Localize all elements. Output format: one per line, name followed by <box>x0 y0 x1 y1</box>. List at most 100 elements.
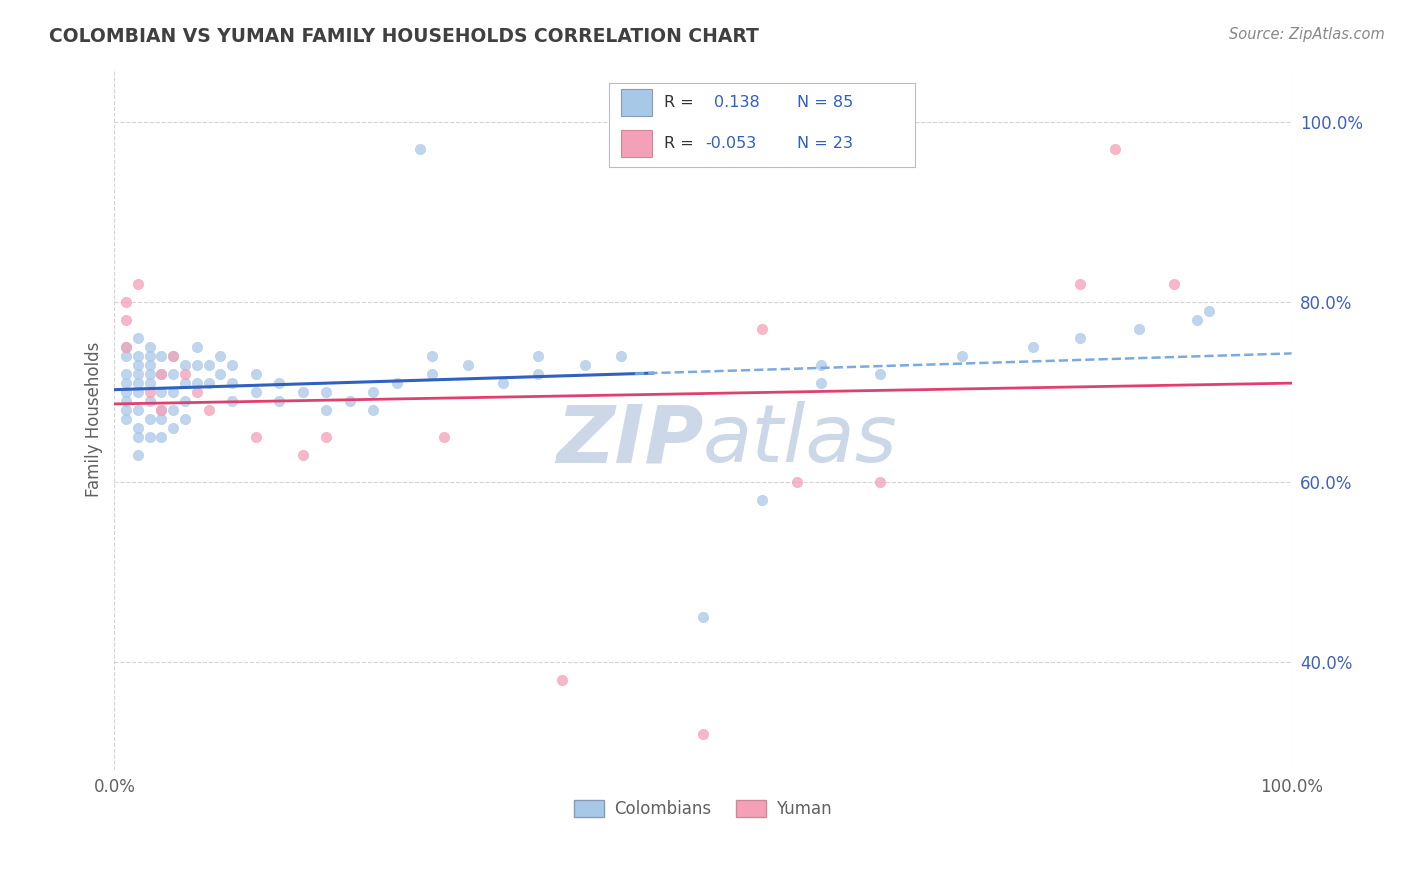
Text: atlas: atlas <box>703 401 897 479</box>
Point <box>810 376 832 391</box>
Point <box>1187 313 1209 327</box>
Point <box>138 376 160 391</box>
Point <box>162 349 184 363</box>
Point <box>221 359 243 373</box>
Point <box>138 359 160 373</box>
Point <box>127 385 149 400</box>
Point <box>269 394 291 409</box>
Point <box>786 475 808 490</box>
Point <box>115 368 138 382</box>
Point <box>127 349 149 363</box>
Text: Source: ZipAtlas.com: Source: ZipAtlas.com <box>1229 27 1385 42</box>
Y-axis label: Family Households: Family Households <box>86 342 103 497</box>
Point <box>291 385 314 400</box>
Point <box>527 349 550 363</box>
Point <box>186 376 208 391</box>
Point <box>197 359 219 373</box>
Point <box>115 403 138 417</box>
Point <box>150 412 173 426</box>
Point <box>692 727 714 741</box>
Point <box>115 313 138 327</box>
Point <box>269 376 291 391</box>
Point <box>363 403 385 417</box>
Point <box>810 359 832 373</box>
Point <box>174 412 197 426</box>
Point <box>127 448 149 462</box>
Point <box>1021 340 1043 354</box>
Point <box>150 349 173 363</box>
Point <box>150 385 173 400</box>
Point <box>115 340 138 354</box>
Point <box>692 610 714 624</box>
Point <box>174 368 197 382</box>
Point <box>127 421 149 435</box>
Point <box>315 385 337 400</box>
Point <box>162 421 184 435</box>
Point <box>1069 331 1091 345</box>
Point <box>150 368 173 382</box>
Point <box>950 349 973 363</box>
Point <box>385 376 408 391</box>
Point <box>869 475 891 490</box>
Point <box>339 394 361 409</box>
Point <box>409 143 432 157</box>
Point <box>221 376 243 391</box>
Point <box>138 394 160 409</box>
Point <box>197 376 219 391</box>
Point <box>115 394 138 409</box>
Legend: Colombians, Yuman: Colombians, Yuman <box>568 793 838 825</box>
Point <box>869 368 891 382</box>
Point <box>127 368 149 382</box>
Point <box>115 349 138 363</box>
Point <box>315 430 337 444</box>
Point <box>174 394 197 409</box>
Point <box>138 412 160 426</box>
Point <box>115 376 138 391</box>
Point <box>492 376 515 391</box>
Point <box>221 394 243 409</box>
Point <box>551 673 574 687</box>
Point <box>209 349 232 363</box>
Point <box>138 340 160 354</box>
Point <box>150 403 173 417</box>
Point <box>150 403 173 417</box>
Point <box>1163 277 1185 292</box>
Point <box>315 403 337 417</box>
Point <box>420 349 443 363</box>
Point <box>245 430 267 444</box>
Point <box>138 385 160 400</box>
Text: ZIP: ZIP <box>555 401 703 479</box>
Point <box>1128 322 1150 336</box>
Point <box>209 368 232 382</box>
Point <box>127 376 149 391</box>
Text: COLOMBIAN VS YUMAN FAMILY HOUSEHOLDS CORRELATION CHART: COLOMBIAN VS YUMAN FAMILY HOUSEHOLDS COR… <box>49 27 759 45</box>
Point <box>433 430 456 444</box>
Point <box>186 359 208 373</box>
Point <box>127 331 149 345</box>
Point <box>186 340 208 354</box>
Point <box>127 359 149 373</box>
Point <box>1198 304 1220 318</box>
Point <box>197 403 219 417</box>
Point <box>162 403 184 417</box>
Point <box>138 349 160 363</box>
Point <box>1069 277 1091 292</box>
Point <box>162 368 184 382</box>
Point <box>162 349 184 363</box>
Point <box>115 340 138 354</box>
Point <box>150 368 173 382</box>
Point <box>1104 143 1126 157</box>
Point <box>127 430 149 444</box>
Point <box>115 295 138 310</box>
Point <box>527 368 550 382</box>
Point <box>138 368 160 382</box>
Point <box>115 385 138 400</box>
Point <box>574 359 596 373</box>
Point <box>174 376 197 391</box>
Point <box>115 412 138 426</box>
Point <box>138 430 160 444</box>
Point <box>291 448 314 462</box>
Point <box>363 385 385 400</box>
Point <box>245 368 267 382</box>
Point <box>127 277 149 292</box>
